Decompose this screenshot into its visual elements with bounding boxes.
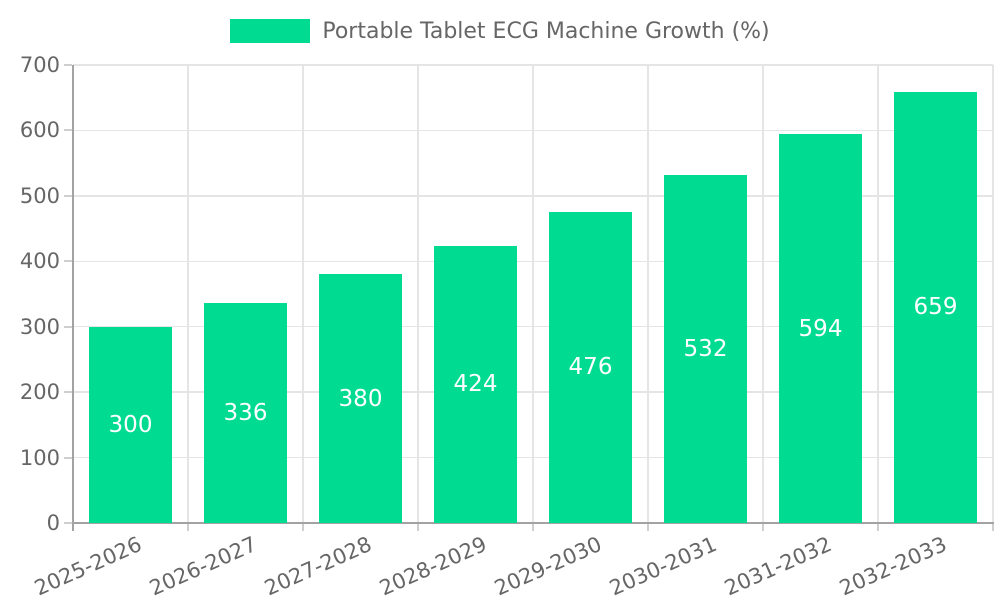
x-gridline xyxy=(877,65,879,523)
y-tick-mark xyxy=(64,456,72,459)
x-tick-mark xyxy=(302,523,304,531)
y-tick-mark xyxy=(64,522,72,524)
bar[interactable] xyxy=(779,134,862,523)
legend-item[interactable]: Portable Tablet ECG Machine Growth (%) xyxy=(0,18,1000,44)
x-tick-mark xyxy=(417,523,419,531)
bar[interactable] xyxy=(434,245,517,523)
x-gridline xyxy=(187,65,189,523)
y-tick-mark xyxy=(64,391,72,394)
x-tick-mark xyxy=(647,523,649,531)
legend-swatch xyxy=(230,19,311,43)
x-tick-mark xyxy=(532,523,534,531)
x-gridline xyxy=(992,65,994,523)
x-tick-mark xyxy=(762,523,764,531)
x-axis-tick-label: 2030-2031 xyxy=(605,532,721,600)
bar[interactable] xyxy=(319,274,402,523)
y-axis-tick-label: 100 xyxy=(19,445,60,470)
bar-value-label: 380 xyxy=(338,385,383,412)
y-axis-tick-label: 200 xyxy=(19,380,60,405)
x-gridline xyxy=(417,65,419,523)
x-axis-line xyxy=(72,522,994,524)
x-tick-mark xyxy=(187,523,189,531)
x-axis-tick-label: 2029-2030 xyxy=(490,532,606,600)
y-axis-tick-label: 0 xyxy=(46,511,60,535)
bar[interactable] xyxy=(204,303,287,523)
bar-value-label: 300 xyxy=(108,411,153,438)
bar[interactable] xyxy=(89,326,172,523)
x-gridline xyxy=(532,65,534,523)
y-tick-mark xyxy=(64,260,72,263)
bar[interactable] xyxy=(549,211,632,523)
x-gridline xyxy=(302,65,304,523)
bar-value-label: 532 xyxy=(683,335,728,362)
x-axis-tick-label: 2027-2028 xyxy=(260,532,376,600)
x-gridline xyxy=(647,65,649,523)
y-axis-tick-label: 400 xyxy=(19,249,60,274)
bar[interactable] xyxy=(894,91,977,523)
y-axis-tick-label: 700 xyxy=(19,53,60,77)
bar-value-label: 424 xyxy=(453,371,498,398)
bar[interactable] xyxy=(664,174,747,523)
x-tick-mark xyxy=(992,523,994,531)
y-axis-tick-label: 300 xyxy=(19,314,60,339)
x-axis-tick-label: 2025-2026 xyxy=(30,532,146,600)
y-tick-mark xyxy=(64,64,72,66)
x-axis-tick-label: 2026-2027 xyxy=(145,532,261,600)
x-axis-tick-label: 2031-2032 xyxy=(720,532,836,600)
bar-value-label: 594 xyxy=(798,315,843,342)
legend-label: Portable Tablet ECG Machine Growth (%) xyxy=(322,18,770,44)
x-axis-tick-label: 2028-2029 xyxy=(375,532,491,600)
x-tick-mark xyxy=(877,523,879,531)
y-axis-tick-label: 600 xyxy=(19,118,60,143)
x-axis-tick-label: 2032-2033 xyxy=(835,532,951,600)
bar-value-label: 476 xyxy=(568,354,613,381)
y-axis-tick-label: 500 xyxy=(19,183,60,208)
y-tick-mark xyxy=(64,194,72,197)
bar-value-label: 659 xyxy=(913,294,958,321)
y-tick-mark xyxy=(64,325,72,328)
x-gridline xyxy=(762,65,764,523)
bar-value-label: 336 xyxy=(223,400,268,427)
y-axis-line xyxy=(72,65,74,531)
y-tick-mark xyxy=(64,129,72,132)
